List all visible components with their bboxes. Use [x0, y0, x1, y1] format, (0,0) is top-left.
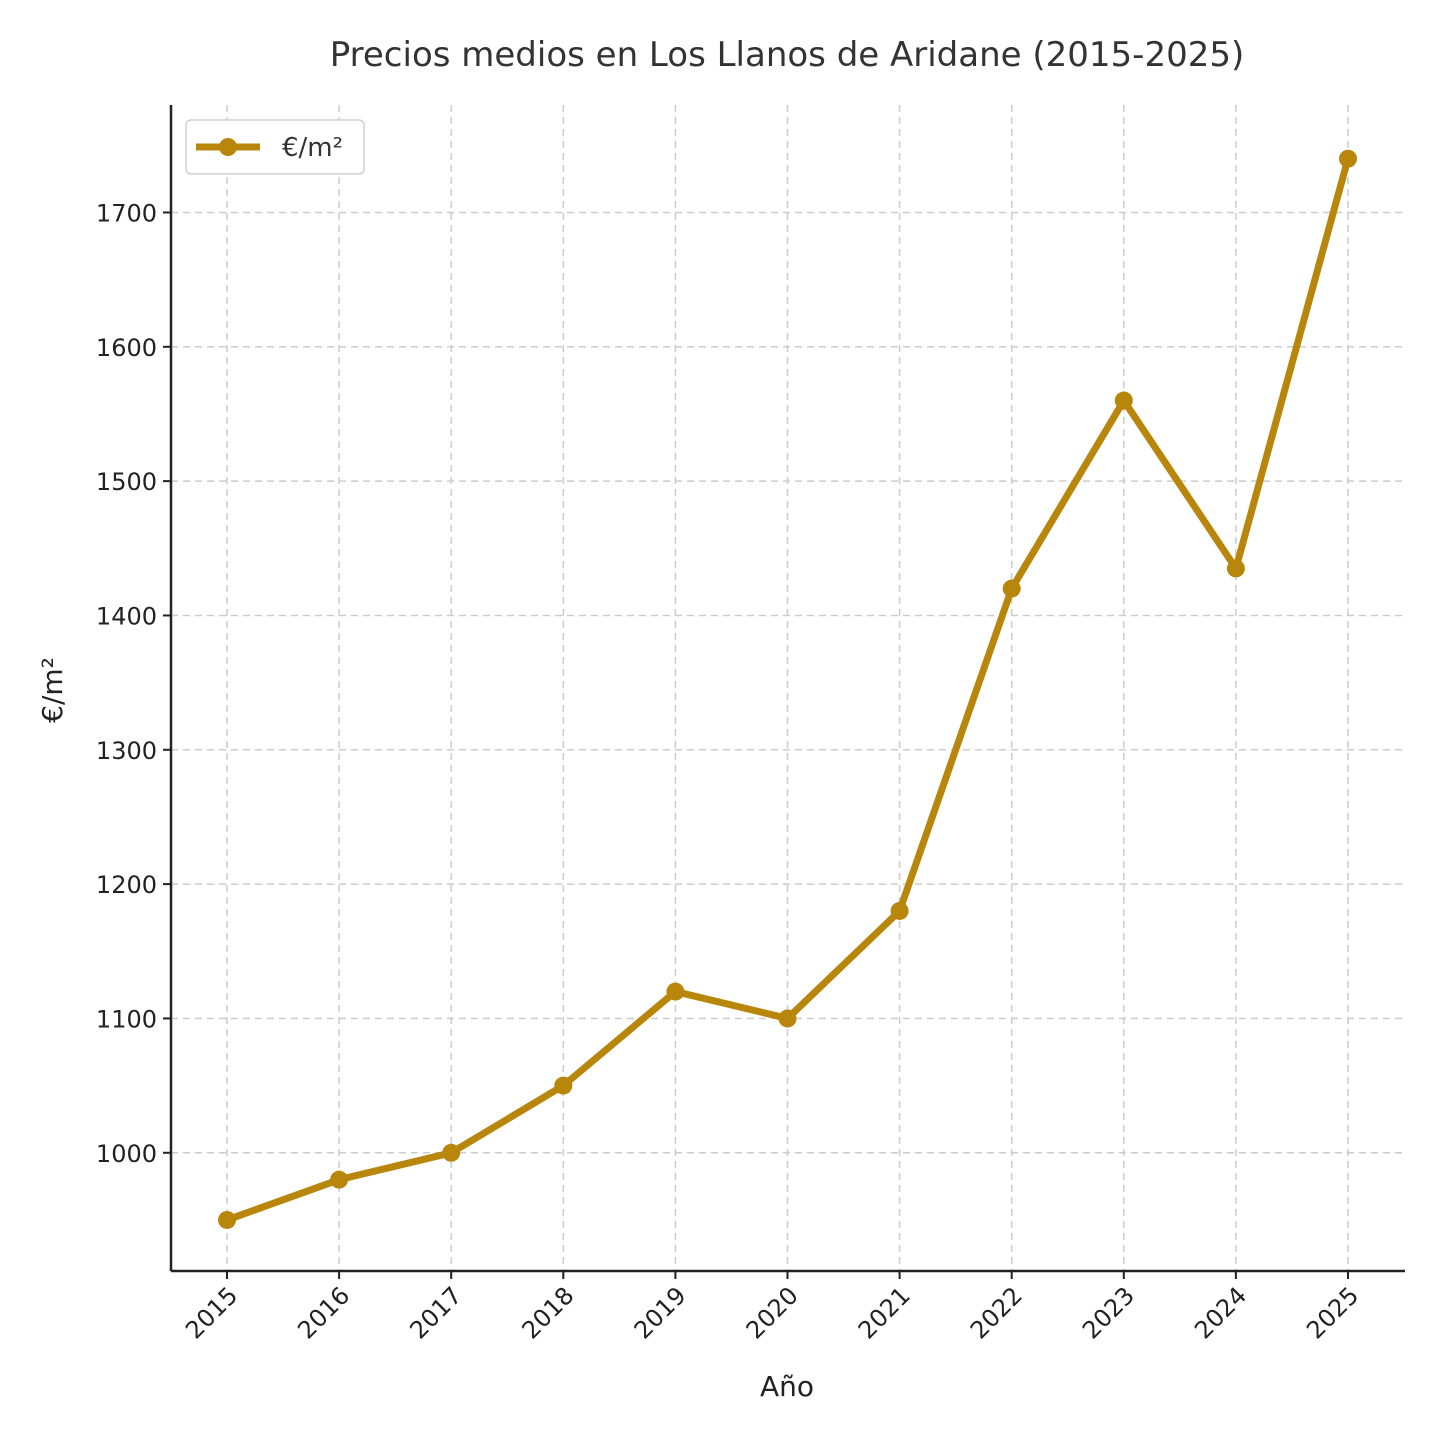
- x-tick-label: 2017: [404, 1281, 467, 1344]
- data-point: [442, 1143, 461, 1162]
- x-axis-label: Año: [760, 1370, 814, 1403]
- data-point: [1002, 579, 1021, 598]
- x-tick-label: 2020: [741, 1281, 804, 1344]
- y-tick-label: 1300: [96, 737, 157, 765]
- data-point: [1339, 149, 1357, 168]
- legend-label: €/m²: [282, 133, 343, 163]
- x-tick-label: 2015: [180, 1281, 243, 1344]
- y-tick-label: 1000: [96, 1140, 157, 1168]
- grid-layer: [171, 105, 1405, 1271]
- data-point: [218, 1210, 236, 1229]
- y-tick-label: 1700: [96, 199, 157, 227]
- data-point: [778, 1009, 797, 1028]
- legend-marker: [219, 138, 237, 156]
- data-point: [330, 1170, 349, 1189]
- x-axis-ticks: 2015 2016 2017 2018 2019 2020 2021 2022 2023 2024…: [180, 1271, 1364, 1344]
- data-point: [1226, 559, 1245, 578]
- y-tick-label: 1600: [96, 334, 157, 362]
- legend-box: [185, 119, 365, 175]
- legend: €/m²: [185, 119, 365, 175]
- x-tick-label: 2019: [629, 1281, 692, 1344]
- series-line: [223, 155, 1352, 1224]
- y-tick-label: 1400: [96, 602, 157, 630]
- series-layer: [218, 149, 1357, 1229]
- y-tick-label: 1200: [96, 871, 157, 899]
- x-tick-label: 2016: [292, 1281, 355, 1344]
- x-tick-label: 2025: [1301, 1281, 1364, 1344]
- data-point: [890, 901, 909, 920]
- y-axis-ticks: 1000 1100 1200 1300 1400 1500 1600 1700: [96, 199, 171, 1168]
- data-point: [1114, 391, 1133, 410]
- y-tick-label: 1500: [96, 468, 157, 496]
- x-tick-label: 2022: [965, 1281, 1028, 1344]
- y-tick-label: 1100: [96, 1005, 157, 1033]
- x-tick-label: 2021: [853, 1281, 916, 1344]
- data-point: [554, 1076, 573, 1095]
- chart-title: Precios medios en Los Llanos de Aridane …: [330, 35, 1244, 75]
- x-tick-label: 2024: [1189, 1281, 1252, 1344]
- data-point: [666, 982, 685, 1001]
- y-axis-label: €/m²: [36, 657, 69, 723]
- x-tick-label: 2018: [517, 1281, 580, 1344]
- x-tick-label: 2023: [1077, 1281, 1140, 1344]
